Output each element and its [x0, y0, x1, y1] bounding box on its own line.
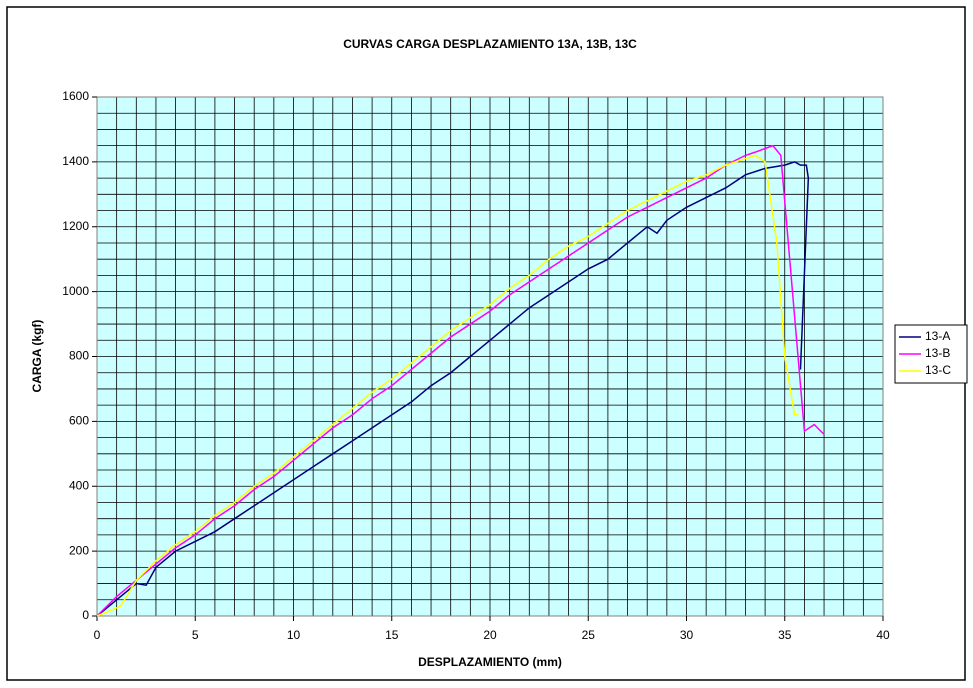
x-tick-label: 15 [385, 628, 399, 642]
y-tick-label: 1200 [62, 219, 89, 233]
series-line [96, 154, 799, 617]
y-axis-label: CARGA (kgf) [30, 320, 44, 393]
y-tick-label: 800 [69, 349, 89, 363]
x-tick-label: 10 [287, 628, 301, 642]
x-tick-label: 30 [680, 628, 694, 642]
y-tick-label: 600 [69, 414, 89, 428]
legend-label: 13-B [925, 346, 950, 360]
series-line [96, 161, 810, 617]
x-axis-label: DESPLAZAMIENTO (mm) [418, 655, 562, 669]
x-tick-label: 20 [483, 628, 497, 642]
y-tick-label: 1400 [62, 154, 89, 168]
chart-title: CURVAS CARGA DESPLAZAMIENTO 13A, 13B, 13… [343, 37, 637, 51]
x-tick-label: 40 [876, 628, 890, 642]
x-tick-label: 0 [94, 628, 101, 642]
y-tick-label: 0 [82, 608, 89, 622]
x-tick-label: 35 [778, 628, 792, 642]
y-tick-label: 1600 [62, 89, 89, 103]
legend-label: 13-A [925, 329, 950, 343]
y-tick-label: 1000 [62, 284, 89, 298]
y-tick-label: 200 [69, 543, 89, 557]
x-tick-label: 25 [582, 628, 596, 642]
x-tick-label: 5 [192, 628, 199, 642]
series-line [96, 144, 825, 617]
y-tick-label: 400 [69, 478, 89, 492]
legend-label: 13-C [925, 363, 951, 377]
